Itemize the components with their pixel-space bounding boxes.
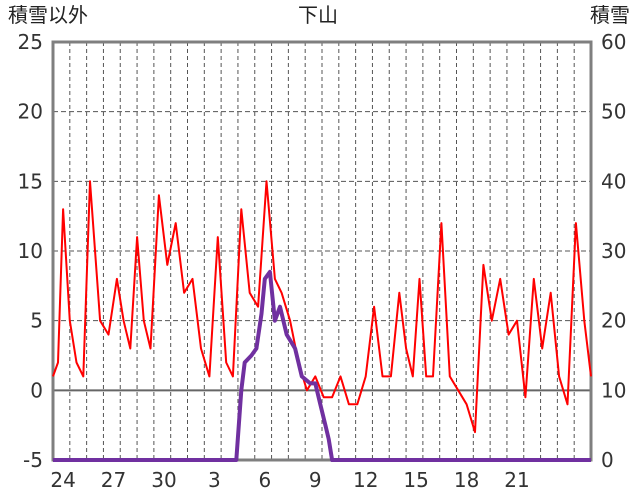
left-tick-label: 5 [30, 309, 43, 333]
left-tick-label: 25 [18, 30, 43, 54]
right-tick-label: 20 [601, 309, 626, 333]
x-tick-label: 18 [454, 468, 479, 492]
right-tick-label: 30 [601, 239, 626, 263]
right-tick-label: 40 [601, 169, 626, 193]
x-tick-label: 15 [403, 468, 428, 492]
x-tick-label: 3 [208, 468, 221, 492]
left-tick-label: 0 [30, 378, 43, 402]
left-tick-label: -5 [23, 448, 43, 472]
x-tick-label: 24 [50, 468, 75, 492]
left-tick-label: 10 [18, 239, 43, 263]
x-tick-label: 9 [309, 468, 322, 492]
other-series-line [52, 180, 592, 434]
left-tick-label: 20 [18, 100, 43, 124]
right-tick-label: 50 [601, 100, 626, 124]
right-axis-label: 積雪 [590, 3, 630, 27]
plot-frame [51, 40, 593, 462]
snow-depth-series-line [53, 269, 591, 462]
right-tick-label: 0 [601, 448, 614, 472]
left-axis-label: 積雪以外 [8, 3, 88, 27]
chart-title: 下山 [298, 3, 338, 27]
x-tick-label: 6 [258, 468, 271, 492]
right-tick-label: 10 [601, 378, 626, 402]
x-tick-label: 12 [353, 468, 378, 492]
x-tick-label: 21 [504, 468, 529, 492]
left-tick-label: 15 [18, 169, 43, 193]
right-tick-label: 60 [601, 30, 626, 54]
x-tick-label: 30 [151, 468, 176, 492]
x-tick-label: 27 [101, 468, 126, 492]
